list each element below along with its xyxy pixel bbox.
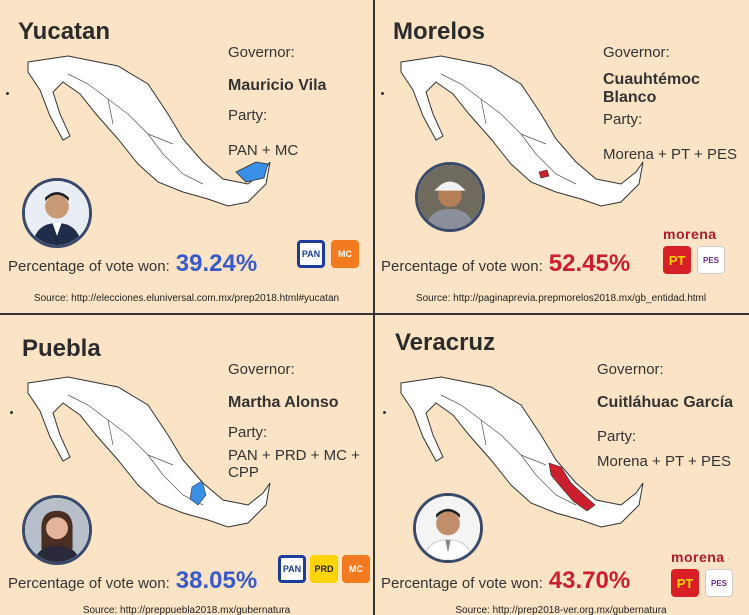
- pct-label: Percentage of vote won:: [381, 575, 543, 592]
- mexico-map: [381, 365, 651, 535]
- party-value: PAN + MC: [228, 142, 299, 159]
- vertical-divider: [373, 0, 375, 615]
- source-text: Source: http://paginaprevia.prepmorelos2…: [415, 293, 707, 304]
- info-block: Governor: Cuitláhuac García Party: Moren…: [597, 361, 737, 470]
- governor-name: Martha Alonso: [228, 394, 339, 411]
- governor-photo: [413, 493, 483, 563]
- source-text: Source: http://preppuebla2018.mx/guberna…: [82, 605, 291, 615]
- vote-percentage-row: Percentage of vote won: 52.45%: [381, 250, 630, 278]
- pes-logo-icon: PES: [697, 246, 725, 274]
- info-block: Governor: Cuauhtémoc Blanco Party: Moren…: [603, 44, 743, 163]
- party-value: PAN + PRD + MC + CPP: [228, 447, 360, 481]
- mc-logo-icon: MC: [342, 555, 370, 583]
- pct-label: Percentage of vote won:: [381, 258, 543, 275]
- panel-yucatan: Yucatan Governor: Mauricio Vila Party: P…: [0, 0, 373, 315]
- island-dot: [383, 411, 386, 414]
- island-dot: [381, 92, 384, 95]
- state-title: Yucatan: [18, 18, 111, 45]
- party-label: Party:: [597, 428, 637, 445]
- state-title: Puebla: [22, 335, 101, 362]
- pct-value: 43.70%: [548, 567, 631, 594]
- party-logos: PT PES: [663, 246, 725, 274]
- pct-value: 38.05%: [175, 567, 258, 594]
- pt-logo-icon: PT: [663, 246, 691, 274]
- pan-logo-icon: PAN: [278, 555, 306, 583]
- morena-logo: morena: [671, 549, 725, 565]
- pct-label: Percentage of vote won:: [8, 258, 170, 275]
- governor-label: Governor:: [228, 361, 295, 378]
- source-text: Source: http://prep2018-ver.org.mx/guber…: [455, 605, 667, 615]
- pt-logo-icon: PT: [671, 569, 699, 597]
- governor-photo: [415, 162, 485, 232]
- governor-label: Governor:: [603, 44, 670, 61]
- governor-photo: [22, 495, 92, 565]
- governor-photo: [22, 178, 92, 248]
- panel-veracruz: Veracruz Governor: Cuitláhuac García Par…: [373, 315, 749, 615]
- island-dot: [6, 92, 9, 95]
- morena-logo: morena: [663, 226, 717, 242]
- mc-logo-icon: MC: [331, 240, 359, 268]
- state-title: Veracruz: [395, 329, 496, 356]
- pct-label: Percentage of vote won:: [8, 575, 170, 592]
- panel-morelos: Morelos Governor: Cuauhtémoc Blanco Part…: [373, 0, 749, 315]
- pct-value: 39.24%: [175, 250, 258, 277]
- mexico-map: [381, 44, 651, 214]
- vote-percentage-row: Percentage of vote won: 39.24%: [8, 250, 257, 278]
- state-title: Morelos: [393, 18, 486, 45]
- pes-logo-icon: PES: [705, 569, 733, 597]
- horizontal-divider: [0, 313, 749, 315]
- party-logos: PAN PRD MC: [278, 555, 370, 583]
- party-logos: PAN MC: [297, 240, 359, 268]
- info-block: Governor: Martha Alonso Party: PAN + PRD…: [228, 361, 368, 481]
- prd-logo-icon: PRD: [310, 555, 338, 583]
- mexico-map: [8, 44, 278, 214]
- pan-logo-icon: PAN: [297, 240, 325, 268]
- governor-name: Cuitláhuac García: [597, 394, 734, 411]
- pct-value: 52.45%: [548, 250, 631, 277]
- info-block: Governor: Mauricio Vila Party: PAN + MC: [228, 44, 368, 159]
- island-dot: [10, 411, 13, 414]
- vote-percentage-row: Percentage of vote won: 43.70%: [381, 567, 630, 595]
- party-value: Morena + PT + PES: [603, 146, 737, 163]
- governor-name: Mauricio Vila: [228, 77, 327, 94]
- governor-label: Governor:: [228, 44, 295, 61]
- mexico-map: [8, 365, 278, 535]
- party-label: Party:: [228, 424, 268, 441]
- source-text: Source: http://elecciones.eluniversal.co…: [33, 293, 340, 304]
- party-logos: PT PES: [671, 569, 733, 597]
- party-value: Morena + PT + PES: [597, 453, 731, 470]
- party-label: Party:: [228, 107, 268, 124]
- governor-name: Cuauhtémoc Blanco: [603, 71, 700, 106]
- party-label: Party:: [603, 111, 643, 128]
- governor-label: Governor:: [597, 361, 664, 378]
- vote-percentage-row: Percentage of vote won: 38.05%: [8, 567, 257, 595]
- panel-puebla: Puebla Governor: Martha Alonso Party: PA…: [0, 315, 373, 615]
